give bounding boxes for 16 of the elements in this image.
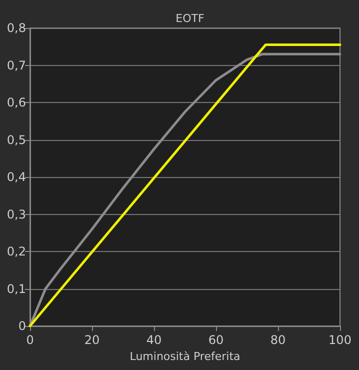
y-tick-label: 0,1: [6, 282, 26, 296]
y-tick-label: 0,8: [6, 21, 26, 35]
y-tick-label: 0,5: [6, 132, 26, 147]
x-tick-label: 80: [270, 333, 286, 347]
y-tick-label: 0,7: [6, 58, 26, 72]
y-tick-label: 0,3: [6, 207, 26, 222]
x-axis-title: Luminosità Preferita: [130, 350, 240, 363]
y-tick-label: 0,4: [6, 170, 26, 184]
y-tick-label: 0,2: [6, 244, 26, 258]
y-tick-label: 0: [18, 319, 26, 333]
y-tick-label: 0,6: [6, 96, 26, 110]
x-tick-label: 60: [208, 333, 224, 347]
x-tick-label: 20: [84, 333, 100, 347]
x-tick-label: 40: [146, 333, 162, 347]
chart-title: EOTF: [176, 12, 204, 25]
x-tick-label: 100: [328, 333, 352, 347]
